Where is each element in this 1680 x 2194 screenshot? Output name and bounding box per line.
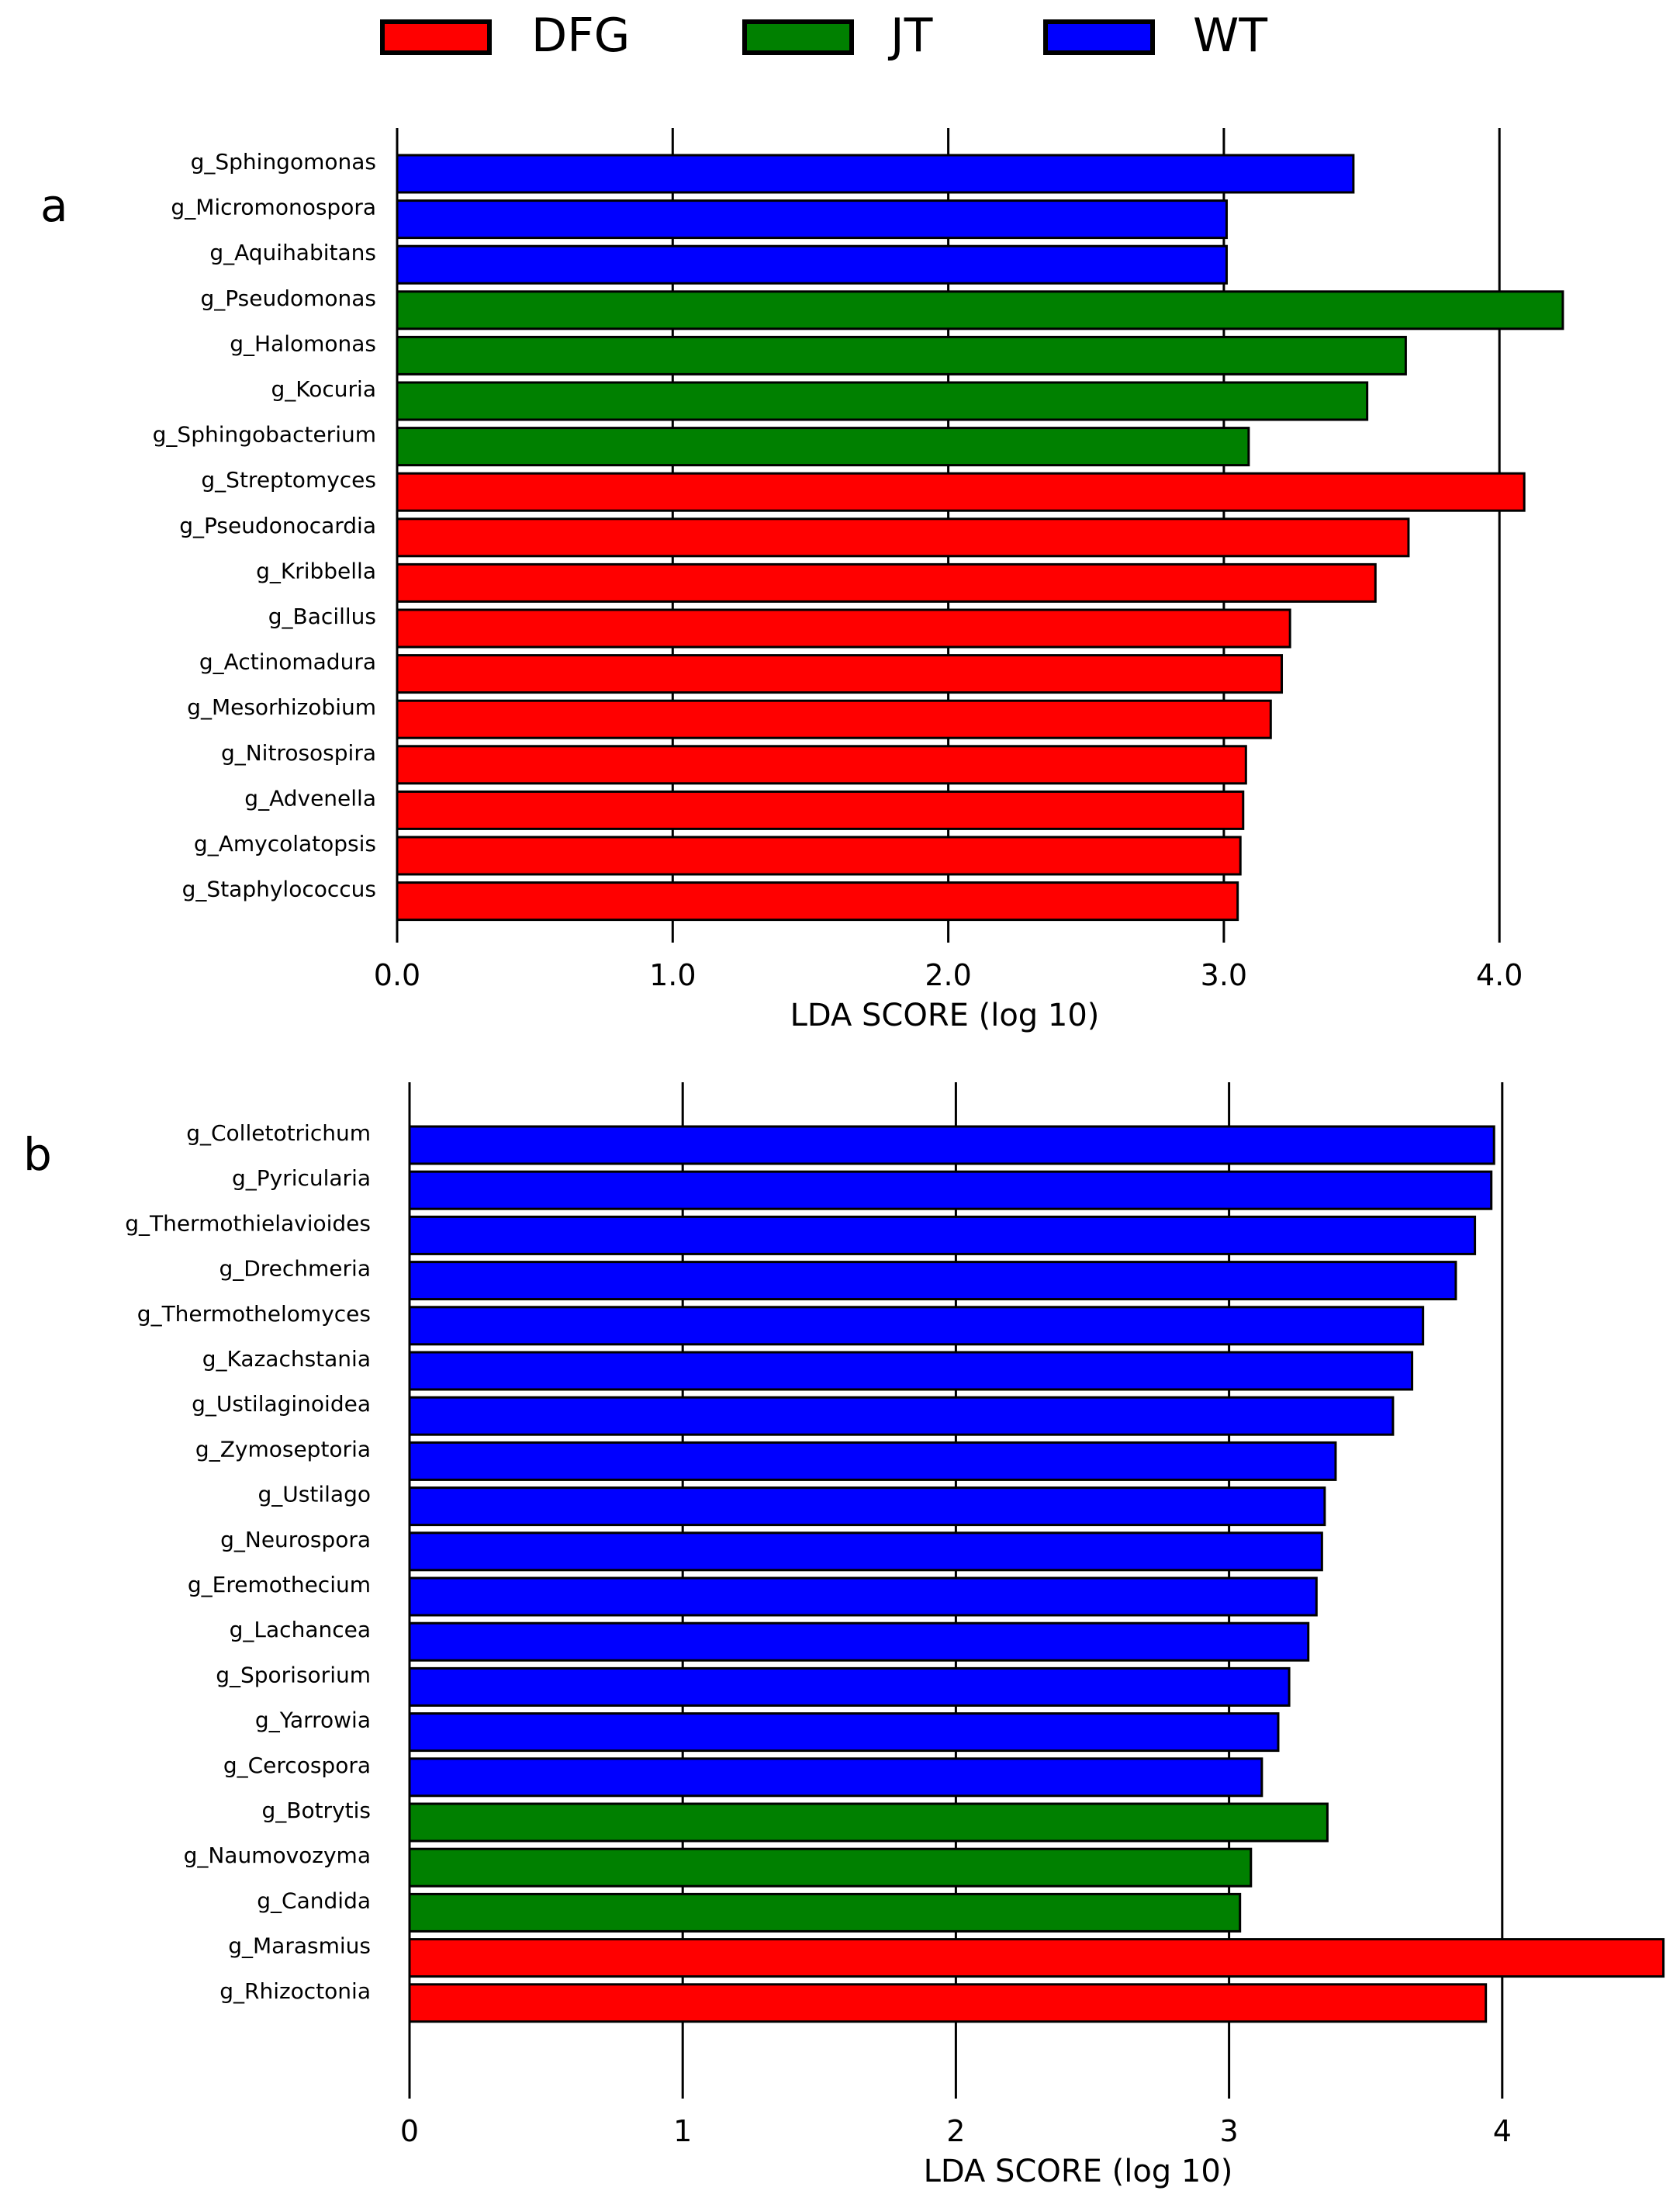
category-label-b-7: g_Zymoseptoria — [195, 1436, 371, 1462]
bar-b-g_Pyricularia — [408, 1170, 1493, 1210]
category-label-a-9: g_Kribbella — [256, 558, 376, 583]
category-label-a-6: g_Sphingobacterium — [153, 422, 376, 448]
bar-b-g_Cercospora — [408, 1757, 1263, 1798]
category-label-b-9: g_Neurospora — [220, 1527, 371, 1552]
bar-b-g_Thermothielavioides — [408, 1215, 1477, 1255]
category-label-b-8: g_Ustilago — [258, 1482, 371, 1507]
bar-a-g_Halomonas — [396, 335, 1407, 375]
category-label-b-14: g_Cercospora — [223, 1753, 371, 1778]
bar-b-g_Sporisorium — [408, 1666, 1291, 1707]
bar-a-g_Micromonospora — [396, 199, 1228, 240]
category-label-b-13: g_Yarrowia — [255, 1708, 371, 1733]
legend-swatch-jt — [742, 19, 854, 55]
category-label-b-2: g_Thermothielavioides — [125, 1210, 371, 1236]
bar-a-g_Kribbella — [396, 562, 1377, 603]
legend-swatch-wt — [1043, 19, 1155, 55]
bar-a-g_Aquihabitans — [396, 244, 1228, 285]
category-label-a-13: g_Nitrosospira — [221, 740, 376, 766]
category-label-a-3: g_Pseudomonas — [200, 285, 376, 311]
category-label-b-5: g_Kazachstania — [202, 1346, 371, 1372]
category-label-b-4: g_Thermothelomyces — [137, 1301, 371, 1327]
bar-a-g_Sphingobacterium — [396, 427, 1250, 467]
bar-a-g_Kocuria — [396, 381, 1369, 421]
tick-label-a-2: 2.0 — [925, 958, 971, 992]
panel-label-a: a — [40, 179, 68, 232]
bar-b-g_Naumovozyma — [408, 1847, 1253, 1888]
bar-b-g_Eremothecium — [408, 1576, 1318, 1617]
x-axis-title-b: LDA SCORE (log 10) — [924, 2154, 1233, 2189]
category-label-a-10: g_Bacillus — [268, 604, 376, 629]
category-label-b-10: g_Eremothecium — [188, 1572, 371, 1597]
category-label-b-1: g_Pyricularia — [232, 1165, 371, 1191]
legend-swatch-dfg — [380, 19, 492, 55]
bar-a-g_Pseudomonas — [396, 290, 1564, 330]
category-label-b-17: g_Candida — [257, 1888, 371, 1913]
bar-b-g_Lachancea — [408, 1621, 1310, 1662]
category-label-b-18: g_Marasmius — [228, 1933, 371, 1959]
category-label-b-6: g_Ustilaginoidea — [192, 1391, 371, 1417]
bar-a-g_Mesorhizobium — [396, 699, 1272, 739]
category-label-a-15: g_Amycolatopsis — [194, 831, 376, 856]
bar-b-g_Neurospora — [408, 1531, 1323, 1572]
tick-label-b-1: 1 — [673, 2114, 692, 2148]
tick-label-a-1: 1.0 — [649, 958, 696, 992]
category-label-b-15: g_Botrytis — [261, 1798, 371, 1823]
bar-b-g_Candida — [408, 1892, 1242, 1933]
panel-a-chart: a g_Sphingomonas g_Micromonospora g_Aquihab… — [40, 128, 1564, 1033]
bar-a-g_Sphingomonas — [396, 154, 1355, 194]
tick-label-b-3: 3 — [1220, 2114, 1239, 2148]
category-label-a-2: g_Aquihabitans — [209, 240, 376, 265]
category-label-a-12: g_Mesorhizobium — [187, 694, 376, 720]
category-label-a-1: g_Micromonospora — [171, 195, 376, 220]
legend: DFG JT WT — [380, 9, 1267, 63]
category-label-b-3: g_Drechmeria — [219, 1256, 371, 1282]
category-label-a-0: g_Sphingomonas — [191, 149, 376, 175]
bar-a-g_Advenella — [396, 790, 1245, 830]
category-label-a-5: g_Kocuria — [271, 376, 376, 402]
bar-b-g_Drechmeria — [408, 1261, 1457, 1301]
bar-a-g_Nitrosospira — [396, 745, 1247, 785]
category-label-b-0: g_Colletotrichum — [186, 1120, 371, 1146]
bar-a-g_Staphylococcus — [396, 881, 1239, 922]
category-label-a-4: g_Halomonas — [230, 330, 376, 356]
category-label-b-11: g_Lachancea — [230, 1617, 371, 1642]
category-label-a-8: g_Pseudonocardia — [179, 513, 376, 538]
bar-b-g_Kazachstania — [408, 1351, 1414, 1391]
tick-label-a-3: 3.0 — [1201, 958, 1247, 992]
legend-label-wt: WT — [1193, 9, 1267, 63]
bar-b-g_Ustilaginoidea — [408, 1396, 1395, 1436]
panel-label-b: b — [23, 1128, 52, 1181]
category-label-b-12: g_Sporisorium — [216, 1662, 371, 1687]
x-axis-title-a: LDA SCORE (log 10) — [790, 998, 1100, 1033]
tick-label-a-4: 4.0 — [1476, 958, 1523, 992]
tick-label-b-0: 0 — [400, 2114, 419, 2148]
category-label-a-14: g_Advenella — [244, 785, 376, 811]
category-label-a-7: g_Streptomyces — [201, 467, 376, 493]
tick-label-b-4: 4 — [1493, 2114, 1512, 2148]
bar-a-g_Bacillus — [396, 608, 1291, 649]
bar-a-g_Amycolatopsis — [396, 836, 1242, 876]
bar-b-g_Colletotrichum — [408, 1125, 1495, 1165]
tick-label-a-0: 0.0 — [374, 958, 420, 992]
category-label-b-16: g_Naumovozyma — [184, 1843, 371, 1868]
bar-b-g_Zymoseptoria — [408, 1441, 1337, 1481]
bar-a-g_Pseudonocardia — [396, 517, 1410, 558]
bar-a-g_Streptomyces — [396, 472, 1526, 512]
bar-b-g_Ustilago — [408, 1486, 1326, 1527]
legend-label-dfg: DFG — [531, 9, 630, 63]
bar-b-g_Thermothelomyces — [408, 1306, 1425, 1346]
bar-b-g_Botrytis — [408, 1802, 1329, 1843]
bar-b-g_Rhizoctonia — [408, 1983, 1488, 2023]
panel-b-chart: b g_Colletotrichum g_Pyricularia g_Thermoth… — [23, 1082, 1665, 2189]
category-label-b-19: g_Rhizoctonia — [220, 1978, 371, 2004]
bar-a-g_Actinomadura — [396, 654, 1284, 694]
legend-label-jt: JT — [887, 9, 933, 63]
bar-b-g_Yarrowia — [408, 1712, 1280, 1753]
category-label-a-11: g_Actinomadura — [199, 649, 376, 675]
category-label-a-16: g_Staphylococcus — [182, 877, 376, 902]
tick-label-b-2: 2 — [946, 2114, 965, 2148]
bar-b-g_Marasmius — [408, 1938, 1665, 1978]
